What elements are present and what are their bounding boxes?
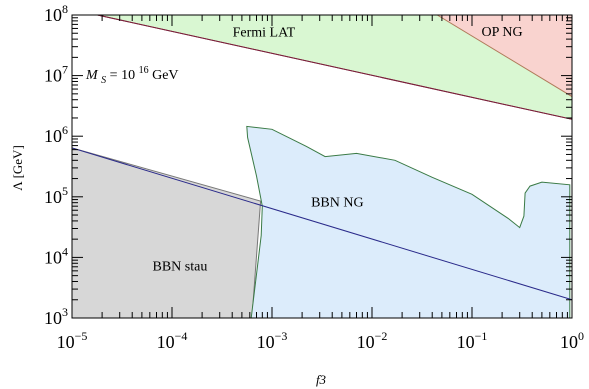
x-tick-label: 10−4 [157,329,188,352]
ms-suffix: GeV [152,68,178,83]
ms-mid: = 10 [110,68,135,83]
label-bbn-ng: BBN NG [311,195,364,210]
ms-prefix: M [85,68,99,83]
ms-sub: S [101,75,106,86]
label-fermi-lat: Fermi LAT [233,26,296,41]
x-tick-label: 10−3 [257,329,288,352]
x-tick-label: 100 [560,329,584,352]
ms-exp: 16 [139,65,149,76]
plot-frame [71,14,573,319]
x-axis-title: f3 [316,372,327,387]
y-tick-label: 107 [44,63,68,86]
y-tick-label: 106 [44,123,68,146]
ms-annotation: M S = 10 16 GeV [85,62,179,87]
y-tick-label: 105 [44,184,68,207]
y-tick-label: 108 [44,2,68,25]
label-op-ng: OP NG [482,25,523,40]
region-bbn-stau [71,147,262,319]
y-tick-label: 103 [44,305,68,328]
minor-ticks [71,15,572,319]
y-axis-title: Λ [GeV] [10,145,25,191]
x-tick-label: 10−5 [57,329,88,352]
tick-labels: 10−5 10−4 10−3 10−2 10−1 100 103 104 105 106 107 10… [44,2,584,352]
x-tick-label: 10−1 [457,329,488,352]
label-bbn-stau: BBN stau [152,259,207,274]
plot-area [71,14,573,319]
line-fermi-lat-boundary [97,14,573,120]
x-tick-label: 10−2 [357,329,388,352]
y-tick-label: 104 [44,244,68,267]
region-labels: Fermi LAT OP NG BBN NG BBN stau [152,25,522,274]
region-bbn-ng [246,125,571,319]
line-stau-line [71,147,573,301]
